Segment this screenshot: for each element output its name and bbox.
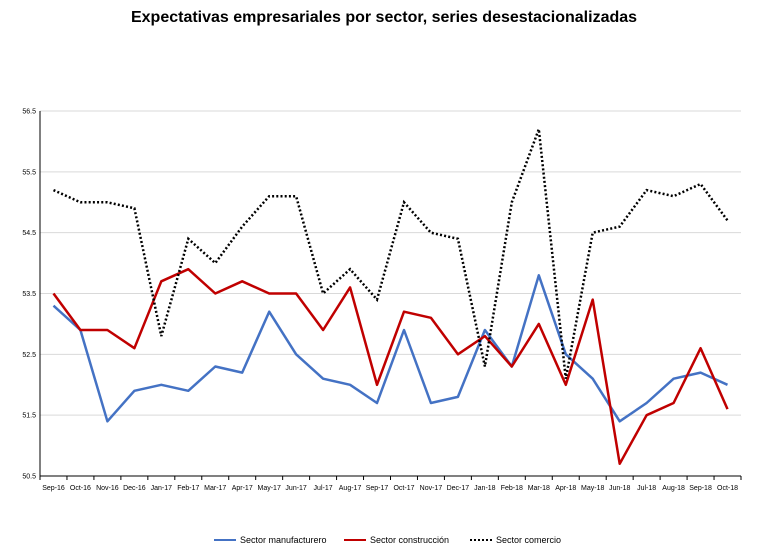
series-line-sector-manufacturero — [52, 274, 729, 423]
y-tick-label: 54.5 — [22, 230, 36, 237]
axes — [39, 111, 742, 480]
y-tick-label: 56.5 — [22, 109, 36, 116]
legend-label-construccion: Sector construcción — [370, 535, 450, 545]
x-tick-label: Aug-17 — [339, 485, 362, 492]
x-tick-label: Sep-17 — [366, 485, 389, 492]
x-tick-label: Jun-18 — [609, 485, 631, 492]
legend-item-manufacturero: Sector manufacturero — [214, 535, 327, 545]
x-tick-label: Nov-16 — [96, 485, 119, 492]
x-tick-label: Jul-18 — [637, 485, 656, 492]
x-tick-label: Oct-16 — [70, 485, 91, 492]
x-tick-label: Jul-17 — [314, 485, 333, 492]
x-tick-label: Jan-18 — [474, 485, 496, 492]
legend: Sector manufacturero Sector construcción… — [0, 535, 768, 551]
x-tick-label: Mar-18 — [528, 485, 550, 492]
legend-swatch-construccion — [344, 539, 366, 541]
legend-item-construccion: Sector construcción — [344, 535, 449, 545]
y-tick-labels: 50.5 51.5 52.5 53.5 54.5 55.5 56.5 — [22, 109, 36, 481]
legend-item-comercio: Sector comercio — [470, 535, 561, 545]
x-tick-label: Feb-17 — [177, 485, 199, 492]
x-tick-label: Apr-17 — [232, 485, 253, 492]
y-tick-label: 51.5 — [22, 413, 36, 420]
x-tick-label: Feb-18 — [501, 485, 523, 492]
legend-label-manufacturero: Sector manufacturero — [240, 535, 327, 545]
legend-swatch-manufacturero — [214, 539, 236, 541]
x-tick-label: Nov-17 — [420, 485, 443, 492]
y-tick-label: 52.5 — [22, 352, 36, 359]
y-tick-label: 50.5 — [22, 474, 36, 481]
series-lines — [52, 128, 729, 466]
x-tick-label: Sep-18 — [689, 485, 712, 492]
legend-swatch-comercio — [470, 539, 492, 541]
series-line-sector-comercio — [52, 128, 729, 379]
x-tick-label: Aug-18 — [662, 485, 685, 492]
series-line-sector-construcci-n — [52, 267, 729, 466]
x-tick-label: Apr-18 — [555, 485, 576, 492]
x-tick-label: Mar-17 — [204, 485, 226, 492]
x-tick-label: Dec-17 — [447, 485, 470, 492]
x-tick-label: May-18 — [581, 485, 604, 492]
y-tick-label: 55.5 — [22, 169, 36, 176]
x-tick-label: Sep-16 — [42, 485, 65, 492]
x-tick-label: Oct-18 — [717, 485, 738, 492]
x-tick-label: Oct-17 — [393, 485, 414, 492]
y-tick-label: 53.5 — [22, 291, 36, 298]
x-tick-label: May-17 — [258, 485, 281, 492]
legend-label-comercio: Sector comercio — [496, 535, 562, 545]
x-tick-label: Jan-17 — [151, 485, 173, 492]
gridlines — [40, 110, 741, 416]
x-tick-label: Jun-17 — [285, 485, 307, 492]
x-tick-label: Dec-16 — [123, 485, 146, 492]
chart-title: Expectativas empresariales por sector, s… — [130, 9, 638, 26]
x-tick-labels: Sep-16 Oct-16 Nov-16 Dec-16 Jan-17 Feb-17 Mar-… — [42, 485, 738, 492]
